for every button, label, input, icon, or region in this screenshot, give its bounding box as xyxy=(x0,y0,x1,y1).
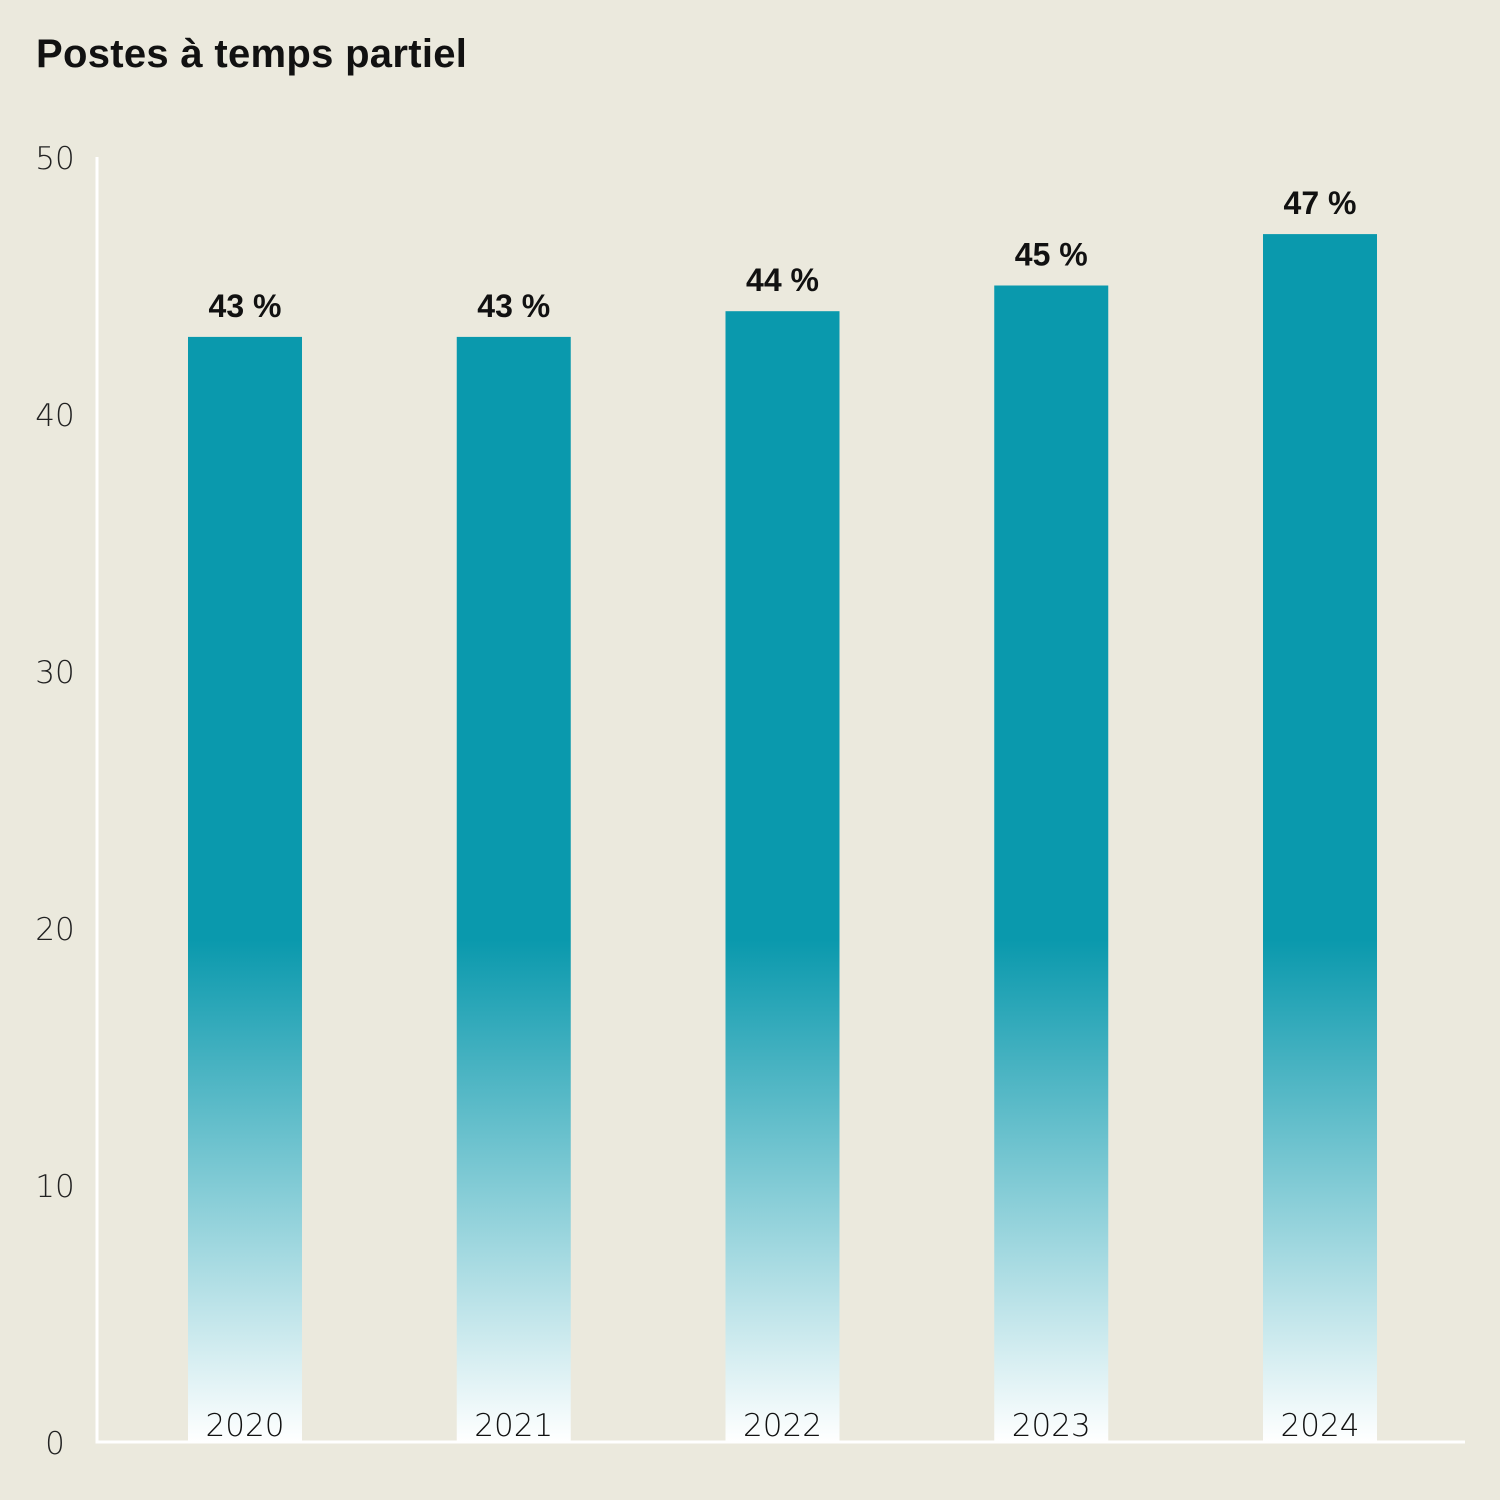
y-tick-label-50: 50 xyxy=(35,141,74,177)
bar-2024 xyxy=(1263,234,1377,1443)
y-tick-label-40: 40 xyxy=(35,398,74,434)
y-tick-label-0: 0 xyxy=(45,1426,65,1462)
bar-2021 xyxy=(456,336,571,1442)
data-label-2020: 43 % xyxy=(209,288,282,324)
y-tick-label-30: 30 xyxy=(35,655,74,691)
data-label-2021: 43 % xyxy=(477,288,550,324)
data-label-2024: 47 % xyxy=(1284,185,1357,221)
x-tick-label-2021: 2021 xyxy=(474,1408,553,1444)
x-tick-label-2023: 2023 xyxy=(1012,1408,1091,1444)
bar-2022 xyxy=(725,311,840,1443)
y-tick-label-20: 20 xyxy=(35,912,74,948)
data-label-2023: 45 % xyxy=(1015,237,1088,273)
x-tick-label-2020: 2020 xyxy=(206,1408,285,1444)
chart-title: Postes à temps partiel xyxy=(36,32,468,76)
x-tick-label-2024: 2024 xyxy=(1281,1408,1360,1444)
data-label-2022: 44 % xyxy=(746,262,819,298)
bar-2020 xyxy=(188,336,302,1442)
x-tick-label-2022: 2022 xyxy=(743,1408,822,1444)
y-tick-label-10: 10 xyxy=(35,1169,74,1205)
bar-2023 xyxy=(994,285,1109,1442)
